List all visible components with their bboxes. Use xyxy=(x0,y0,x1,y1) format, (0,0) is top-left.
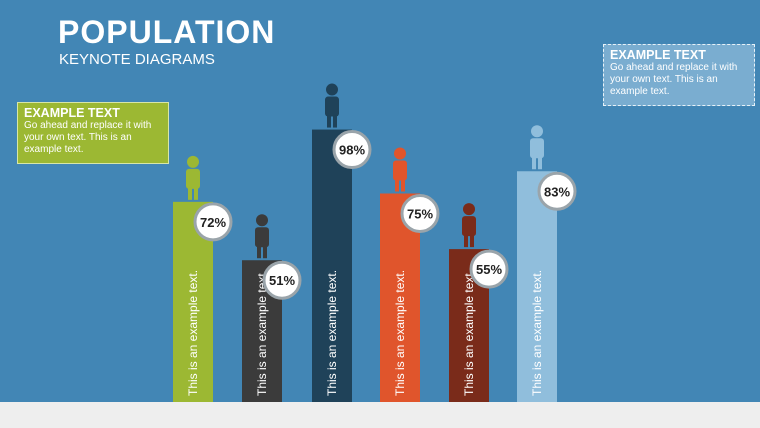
callout: EXAMPLE TEXT Go ahead and replace it wit… xyxy=(17,102,169,164)
callout: EXAMPLE TEXT Go ahead and replace it wit… xyxy=(603,44,755,106)
callout-heading: EXAMPLE TEXT xyxy=(24,106,120,120)
floor xyxy=(0,402,760,428)
person-icon xyxy=(325,96,339,117)
person-icon xyxy=(532,157,536,170)
person-icon xyxy=(188,187,192,200)
person-icon xyxy=(327,115,331,128)
bar-label: This is an example text. xyxy=(186,270,200,396)
callout-body: Go ahead and replace it with your own te… xyxy=(610,62,738,97)
person-icon xyxy=(326,83,338,96)
person-icon xyxy=(470,235,474,248)
person-icon xyxy=(393,160,407,181)
value-label: 75% xyxy=(407,207,433,222)
bar xyxy=(517,171,557,402)
person-icon xyxy=(186,168,200,189)
bar-label: This is an example text. xyxy=(393,270,407,396)
value-badge xyxy=(332,130,372,170)
person-icon xyxy=(187,155,199,168)
person-icon xyxy=(530,138,544,159)
person-icon xyxy=(395,179,399,192)
value-badge xyxy=(400,194,440,233)
value-label: 55% xyxy=(476,262,502,277)
person-icon xyxy=(463,203,475,216)
person-icon xyxy=(538,157,542,170)
value-label: 72% xyxy=(200,215,226,230)
bar-label: This is an example text. xyxy=(462,270,476,396)
person-icon xyxy=(256,214,268,227)
person-icon xyxy=(263,246,267,259)
value-badge xyxy=(469,249,509,289)
person-icon xyxy=(333,115,337,128)
bar-label: This is an example text. xyxy=(530,270,544,396)
callout-body: Go ahead and replace it with your own te… xyxy=(24,120,152,155)
value-label: 83% xyxy=(544,184,570,199)
person-icon xyxy=(464,235,468,248)
bar xyxy=(312,129,352,402)
value-label: 98% xyxy=(339,143,365,158)
person-icon xyxy=(462,216,476,237)
person-icon xyxy=(401,179,405,192)
person-icon xyxy=(394,147,406,160)
subtitle: KEYNOTE DIAGRAMS xyxy=(59,51,215,68)
person-icon xyxy=(255,227,269,248)
bar-label: This is an example text. xyxy=(255,270,269,396)
value-label: 51% xyxy=(269,273,295,288)
person-icon xyxy=(257,246,261,259)
bar-label: This is an example text. xyxy=(325,270,339,396)
title: POPULATION xyxy=(58,14,276,50)
value-badge xyxy=(537,171,577,211)
value-badge xyxy=(262,260,302,300)
value-badge xyxy=(193,202,233,242)
callout-heading: EXAMPLE TEXT xyxy=(610,48,706,62)
person-icon xyxy=(194,187,198,200)
person-icon xyxy=(531,125,543,138)
